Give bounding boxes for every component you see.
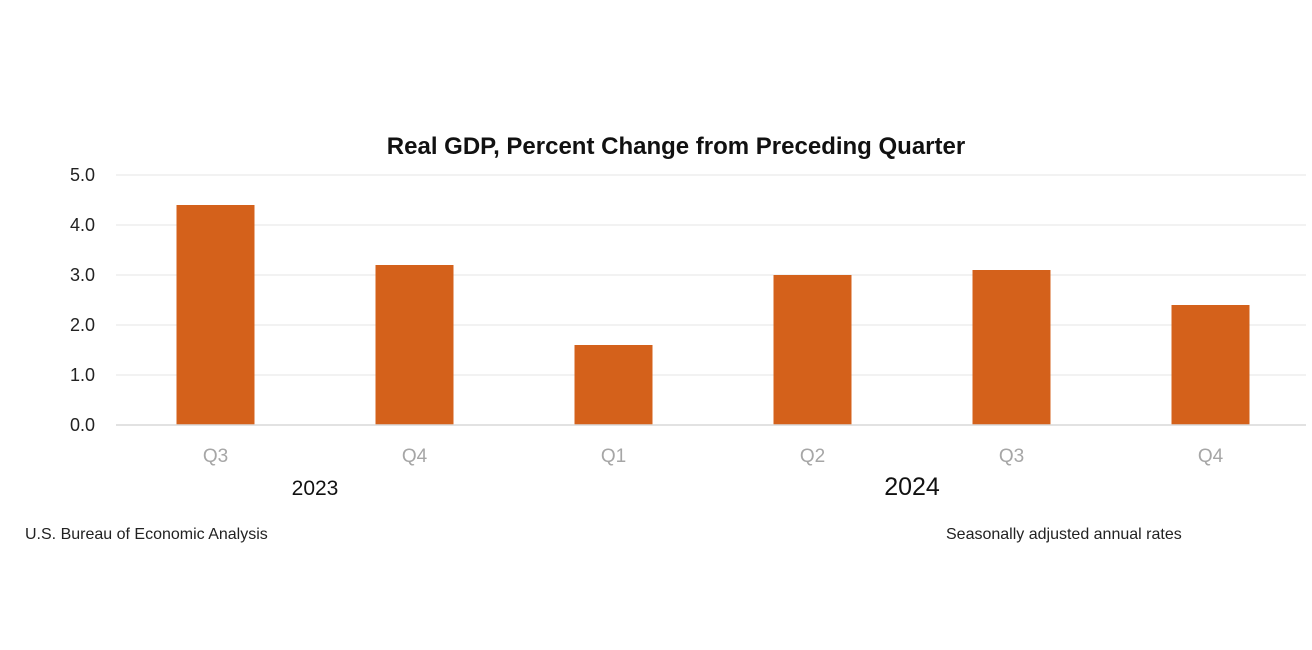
- year-group-label: 2023: [292, 477, 339, 500]
- source-note: U.S. Bureau of Economic Analysis: [25, 526, 268, 543]
- year-group-label: 2024: [884, 473, 940, 501]
- y-tick-label: 4.0: [70, 215, 95, 235]
- x-tick-label: Q1: [601, 446, 626, 467]
- y-tick-label: 1.0: [70, 365, 95, 385]
- y-axis-ticks: 0.0 1.0 2.0 3.0 4.0 5.0: [70, 165, 95, 435]
- x-axis-ticks: Q3 Q4 Q1 Q2 Q3 Q4: [203, 446, 1224, 467]
- y-tick-label: 5.0: [70, 165, 95, 185]
- year-group-labels: 2023 2024: [292, 473, 940, 501]
- x-tick-label: Q3: [999, 446, 1024, 467]
- bar: [773, 275, 852, 425]
- grid-lines: [116, 174, 1306, 376]
- bars: [176, 205, 1250, 425]
- x-tick-label: Q3: [203, 446, 228, 467]
- x-tick-label: Q2: [800, 446, 825, 467]
- bar: [176, 205, 255, 425]
- y-tick-label: 0.0: [70, 415, 95, 435]
- bar: [574, 345, 653, 425]
- rates-note: Seasonally adjusted annual rates: [946, 526, 1182, 543]
- bar: [1171, 305, 1250, 425]
- y-tick-label: 2.0: [70, 315, 95, 335]
- x-tick-label: Q4: [402, 446, 428, 467]
- chart-title: Real GDP, Percent Change from Preceding …: [387, 133, 965, 160]
- bar: [972, 270, 1051, 425]
- bar: [375, 265, 454, 425]
- x-tick-label: Q4: [1198, 446, 1224, 467]
- y-tick-label: 3.0: [70, 265, 95, 285]
